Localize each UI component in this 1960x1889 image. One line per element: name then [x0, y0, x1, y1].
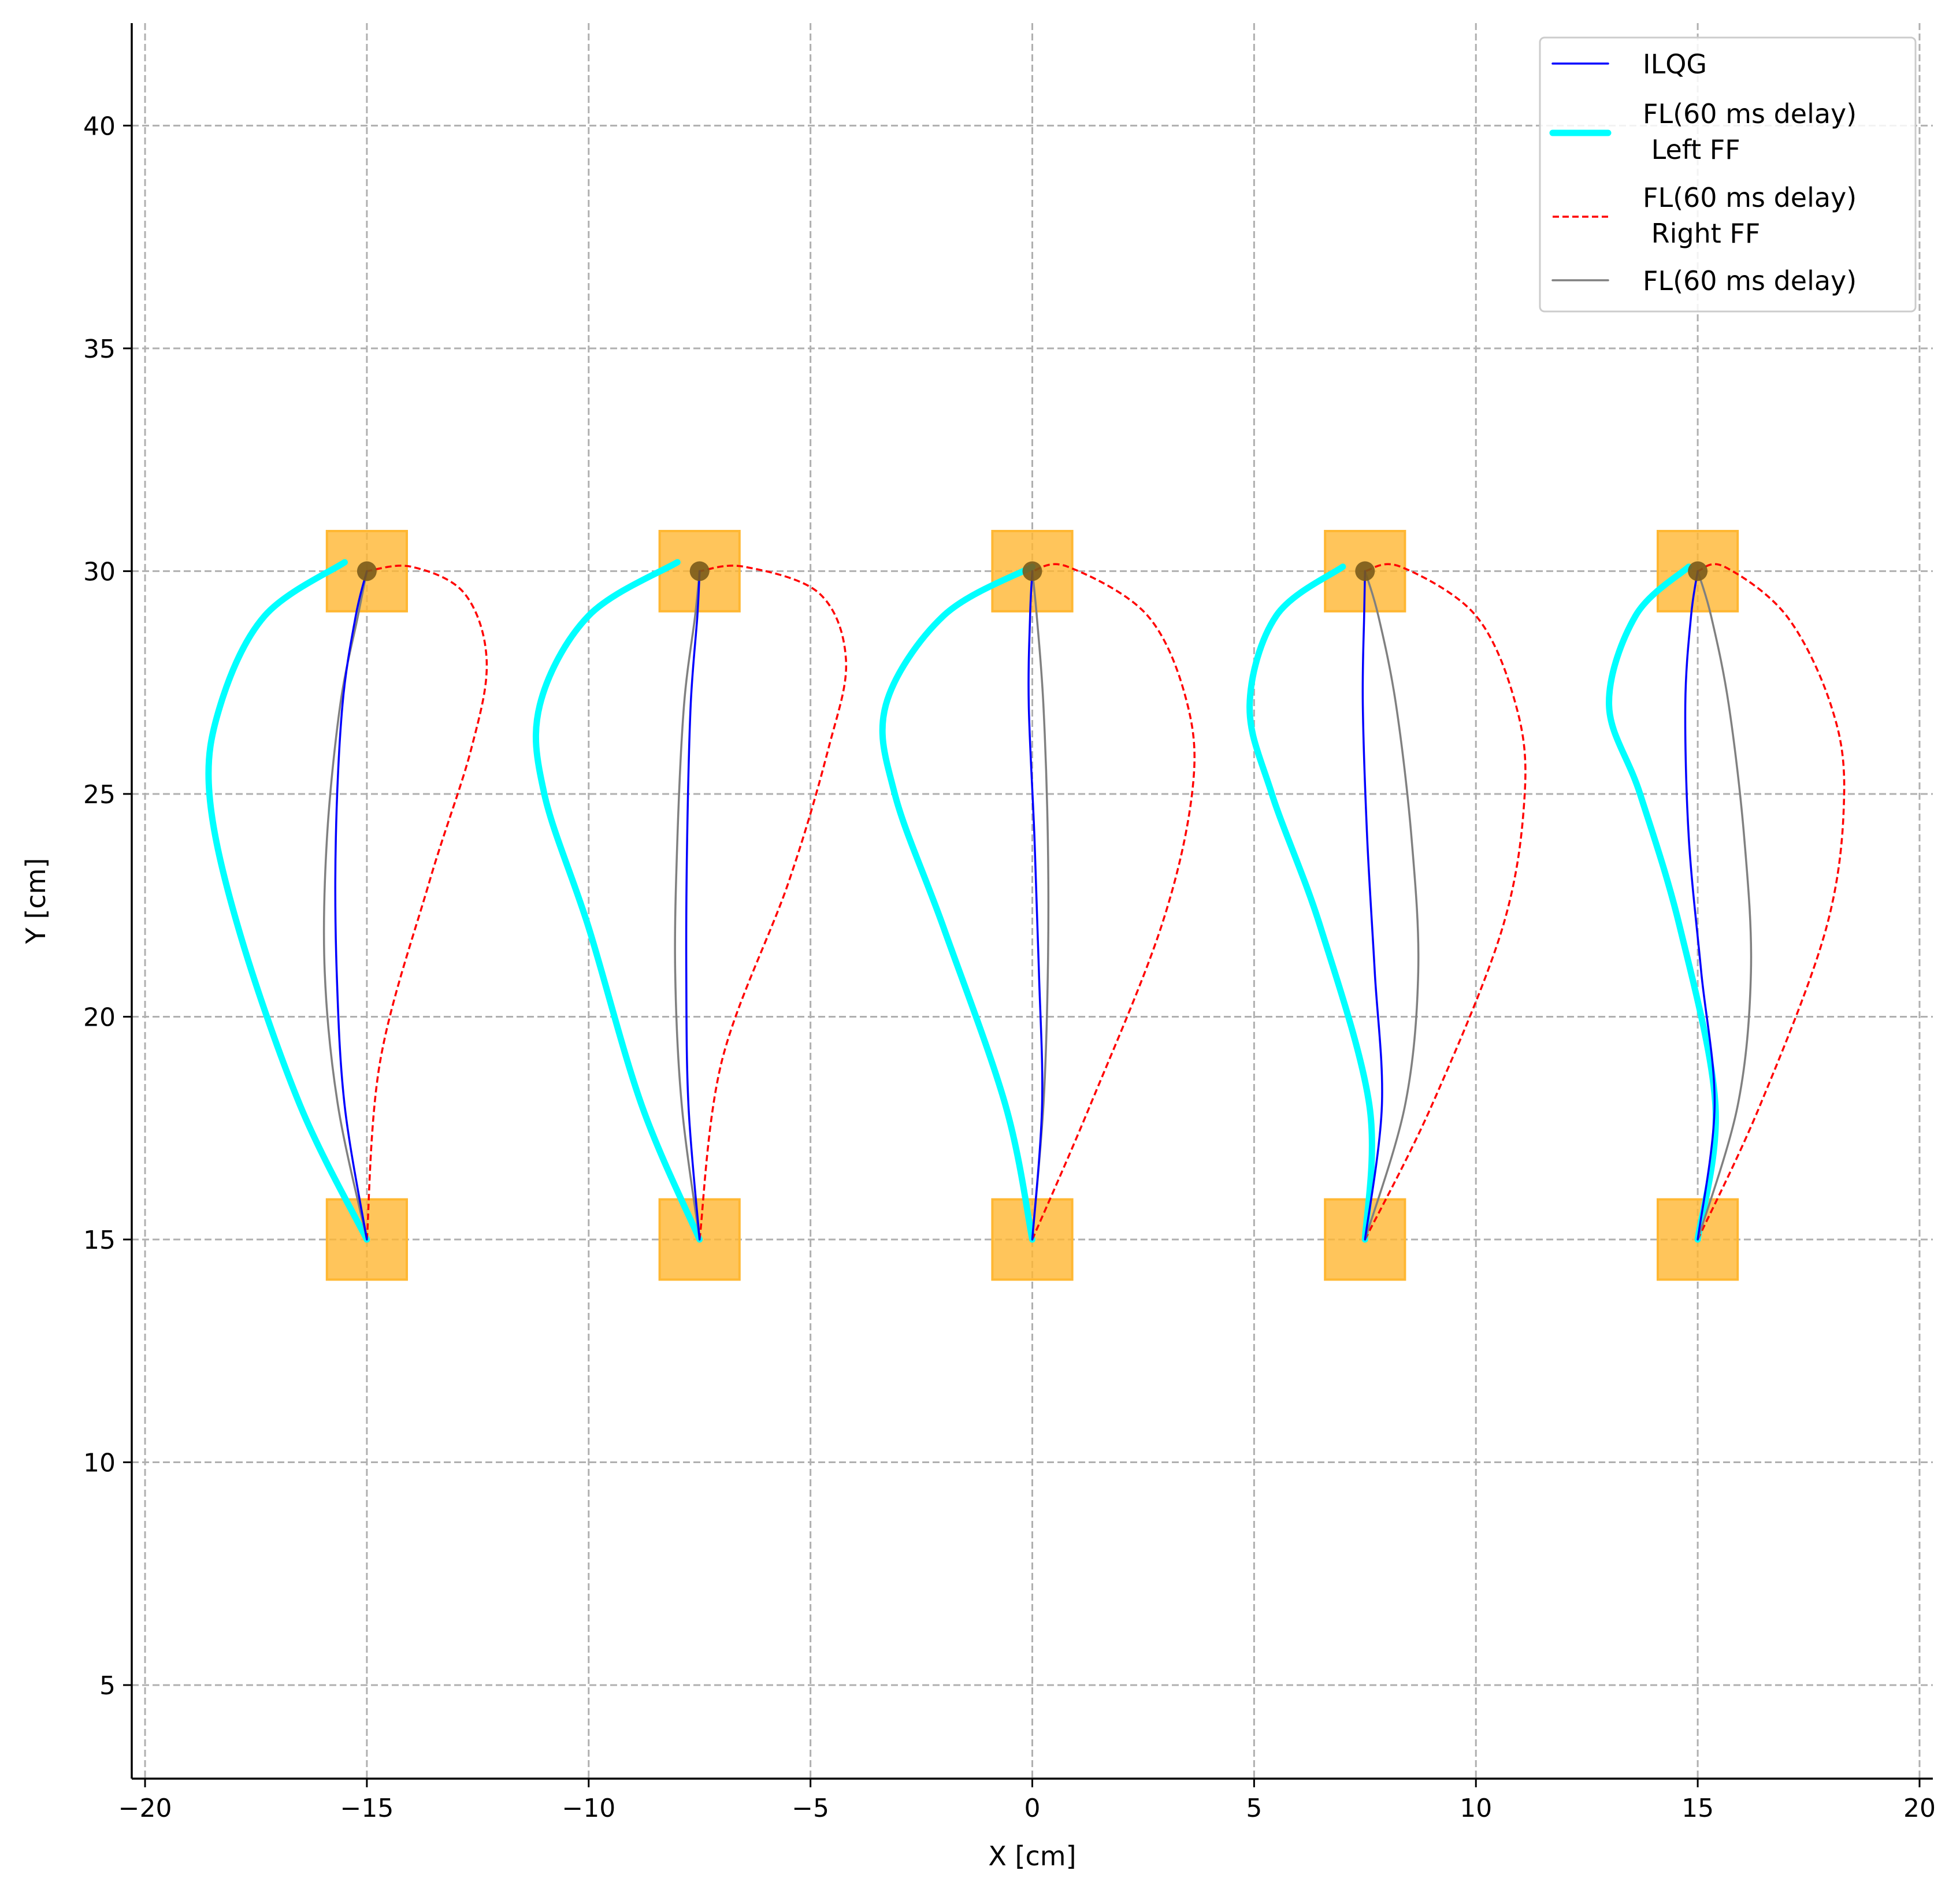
series-2	[366, 563, 1846, 1240]
y-tick-label-6: 35	[83, 335, 116, 364]
y-tick-label-1: 10	[83, 1449, 116, 1478]
legend-label-1: FL(60 ms delay) Left FF	[1643, 98, 1857, 165]
x-tick-label-3: −5	[792, 1794, 829, 1823]
y-tick-label-3: 20	[83, 1003, 116, 1032]
series-3-trajectory-3	[1364, 570, 1420, 1241]
series-0	[334, 570, 1716, 1241]
end-marker-1	[689, 561, 710, 581]
x-tick-label-4: 0	[1024, 1794, 1041, 1823]
y-tick-label-7: 40	[83, 112, 116, 141]
y-tick-label-5: 30	[83, 557, 116, 587]
series-0-trajectory-1	[685, 570, 701, 1241]
x-tick-label-7: 15	[1681, 1794, 1714, 1823]
series-3-trajectory-0	[322, 570, 368, 1241]
series-1-trajectory-0	[205, 559, 370, 1243]
end-marker-4	[1688, 561, 1708, 581]
legend-label-2: FL(60 ms delay) Right FF	[1643, 182, 1857, 249]
series-1	[205, 559, 1719, 1243]
axes	[123, 23, 1933, 1787]
series-0-trajectory-3	[1361, 570, 1383, 1241]
series-2-trajectory-4	[1697, 563, 1846, 1240]
trajectory-series	[205, 559, 1846, 1243]
series-1-trajectory-3	[1246, 563, 1375, 1243]
x-tick-label-1: −15	[340, 1794, 394, 1823]
series-0-trajectory-4	[1684, 570, 1716, 1241]
series-1-trajectory-1	[532, 559, 703, 1243]
x-tick-label-6: 10	[1460, 1794, 1492, 1823]
end-marker-0	[357, 561, 377, 581]
x-axis-label: X [cm]	[988, 1840, 1076, 1872]
series-3-trajectory-1	[674, 570, 701, 1241]
y-axis-label: Y [cm]	[20, 858, 51, 945]
legend-label-0: ILQG	[1643, 49, 1707, 80]
series-2-trajectory-3	[1364, 563, 1527, 1240]
legend-box	[1539, 36, 1917, 313]
y-tick-label-0: 5	[99, 1671, 116, 1701]
series-3-trajectory-2	[1031, 570, 1050, 1241]
series-1-trajectory-4	[1606, 563, 1719, 1243]
legend: ILQG FL(60 ms delay) Left FF FL(60 ms dela…	[1539, 36, 1917, 313]
y-tick-label-4: 25	[83, 780, 116, 810]
series-0-trajectory-2	[1027, 570, 1044, 1241]
x-tick-label-2: −10	[562, 1794, 615, 1823]
end-markers	[357, 561, 1708, 581]
series-0-trajectory-0	[334, 570, 368, 1241]
series-2-trajectory-1	[698, 565, 848, 1240]
series-3	[322, 570, 1753, 1241]
series-1-trajectory-2	[879, 563, 1035, 1243]
y-tick-label-2: 15	[83, 1226, 116, 1255]
x-tick-label-0: −20	[118, 1794, 172, 1823]
tick-labels: −20 −15 −10 −5 0 5 10 15 20 5 10 15 20 25 30 35 40	[83, 112, 1936, 1823]
series-2-trajectory-2	[1031, 563, 1196, 1240]
end-marker-2	[1022, 561, 1042, 581]
series-3-trajectory-4	[1697, 570, 1753, 1241]
series-2-trajectory-0	[366, 565, 488, 1240]
end-marker-3	[1355, 561, 1375, 581]
x-tick-label-8: 20	[1903, 1794, 1936, 1823]
legend-label-3: FL(60 ms delay)	[1643, 265, 1857, 296]
x-tick-label-5: 5	[1246, 1794, 1262, 1823]
